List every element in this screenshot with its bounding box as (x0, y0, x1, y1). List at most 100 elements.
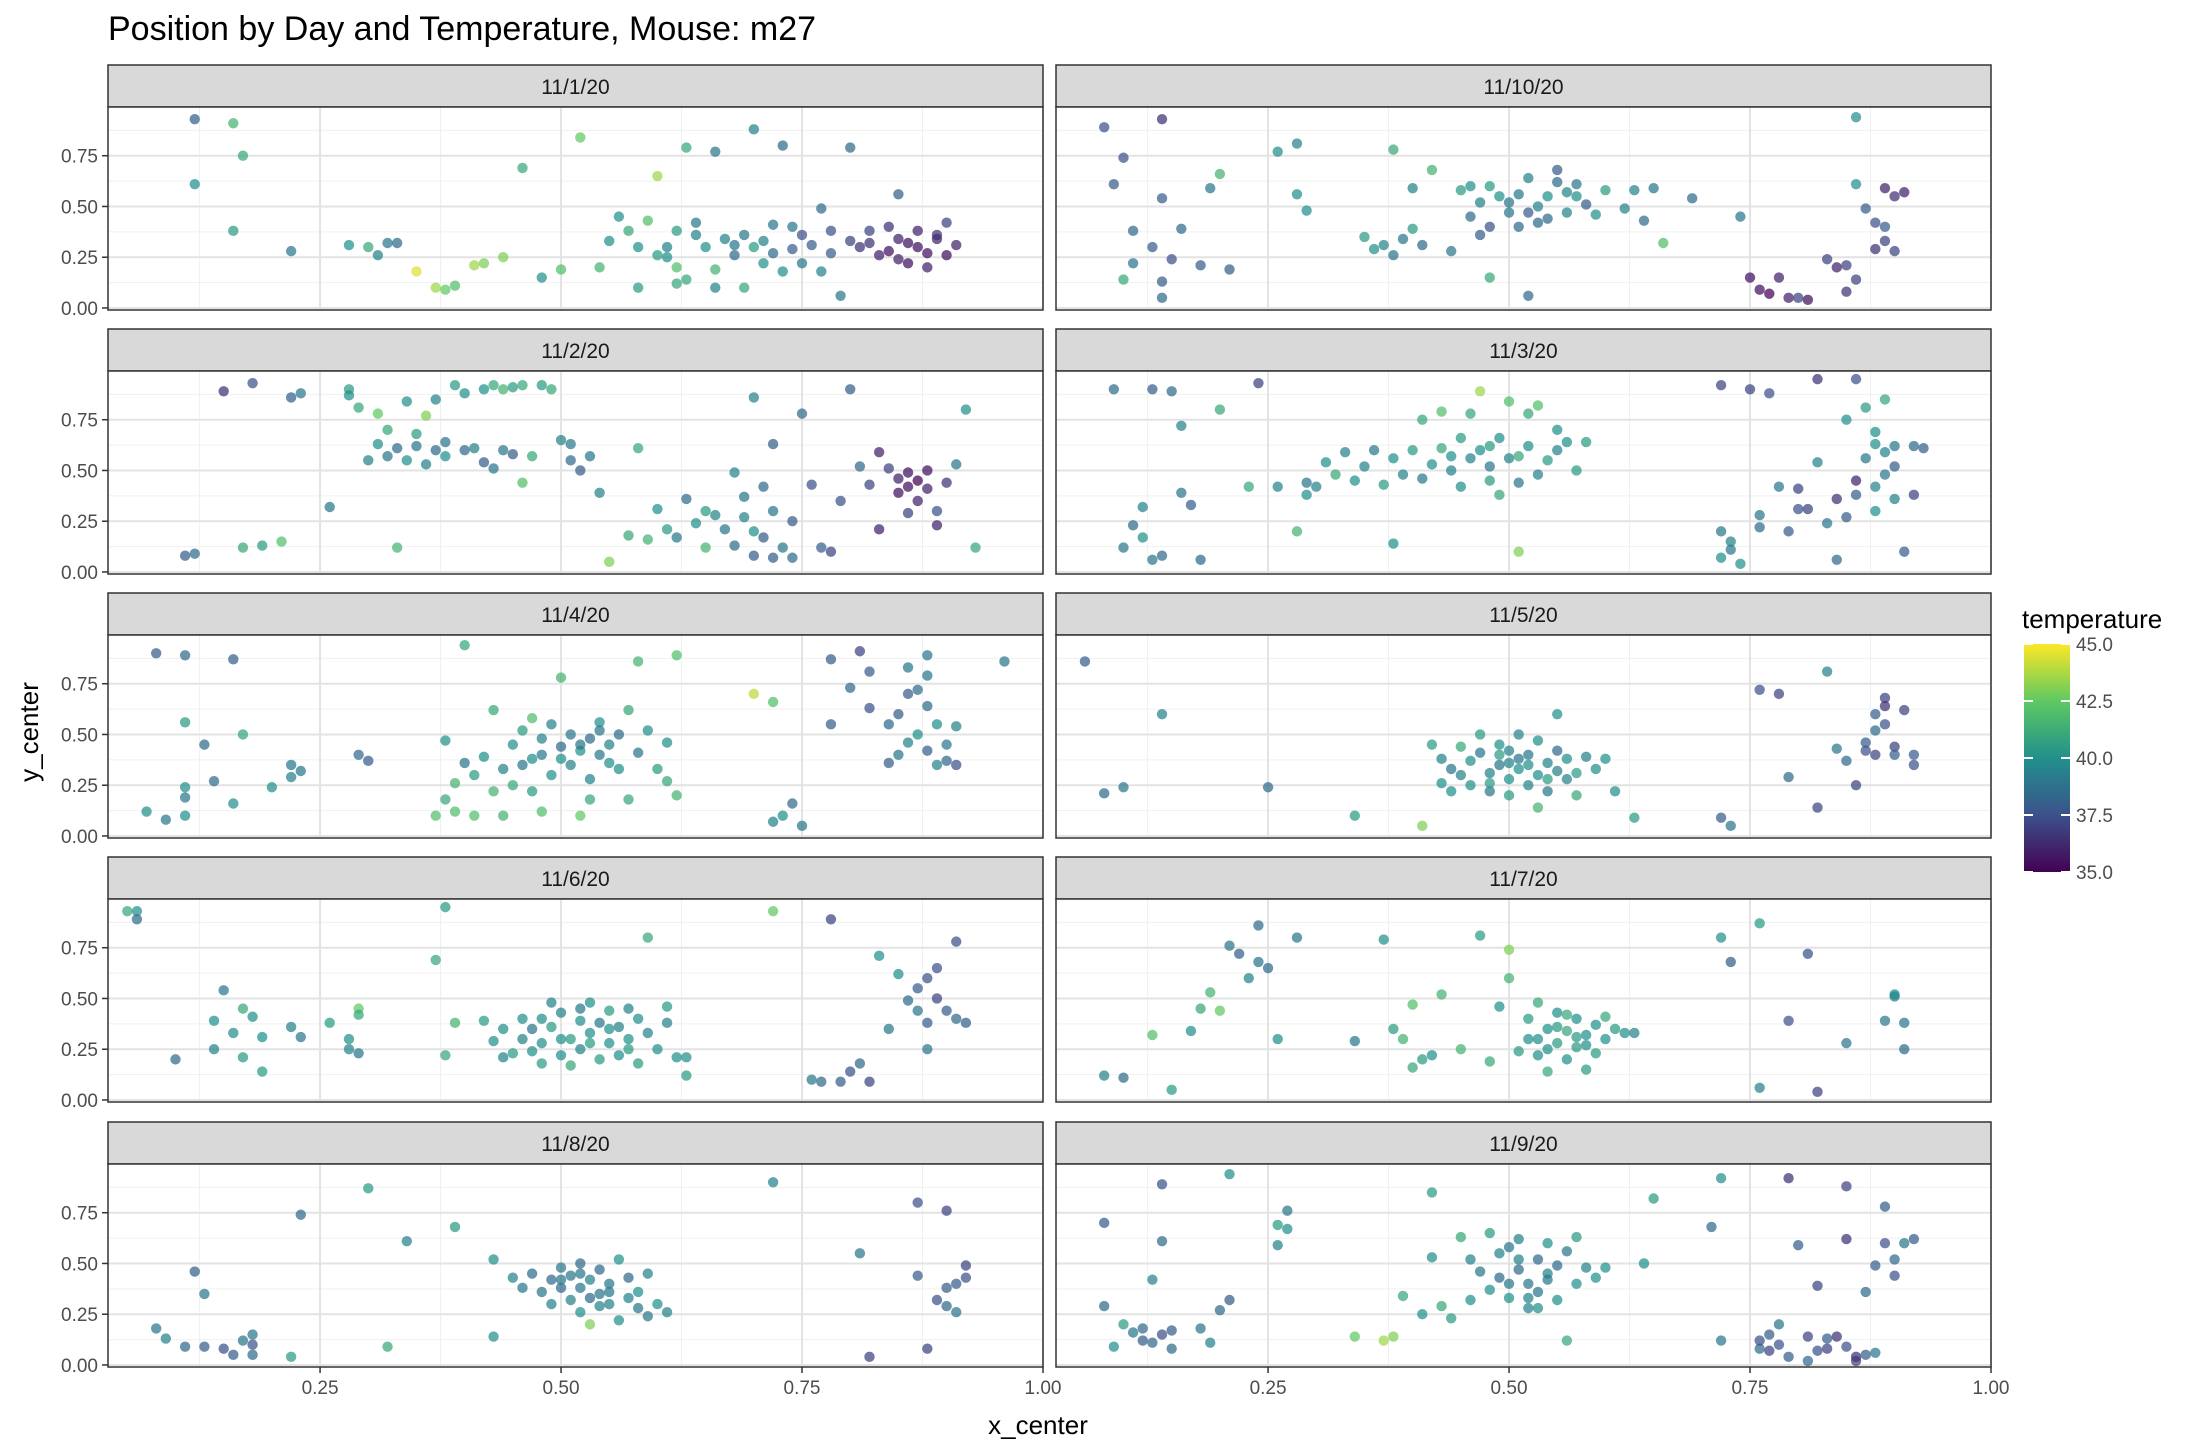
data-point (1870, 505, 1881, 517)
data-point (1224, 1294, 1235, 1306)
panel-border (107, 106, 1044, 311)
data-point (1831, 1331, 1842, 1342)
data-point (555, 1282, 567, 1294)
data-point (498, 810, 509, 821)
data-point (449, 380, 461, 391)
data-point (1542, 1274, 1553, 1285)
data-point (1436, 777, 1447, 789)
data-point (555, 672, 567, 683)
data-point (1156, 292, 1168, 304)
data-point (179, 1341, 191, 1352)
data-point (1552, 1037, 1563, 1049)
data-point (1378, 934, 1389, 945)
data-point (1899, 1237, 1910, 1249)
data-point (1783, 526, 1794, 537)
data-point (796, 408, 808, 419)
data-point (1571, 1278, 1582, 1289)
data-point (1754, 509, 1765, 521)
data-point (1127, 225, 1139, 237)
data-point (536, 272, 547, 283)
data-point (546, 1274, 557, 1285)
data-point (382, 237, 393, 249)
data-point (1715, 526, 1727, 537)
data-point (1552, 424, 1563, 436)
data-point (960, 1260, 972, 1271)
data-point (1754, 284, 1765, 295)
data-point (1542, 773, 1553, 785)
facet-label: 11/3/20 (1489, 340, 1558, 363)
data-point (1580, 436, 1592, 448)
data-point (1889, 749, 1900, 760)
data-point (1590, 1272, 1601, 1283)
data-point (1879, 221, 1891, 232)
panel-border (107, 898, 1044, 1103)
data-point (526, 786, 538, 797)
data-point (729, 249, 740, 261)
panel-border (1055, 106, 1992, 311)
data-point (1841, 1233, 1852, 1245)
data-point (285, 759, 297, 771)
data-point (1889, 245, 1900, 257)
data-point (1552, 708, 1563, 720)
data-point (285, 1351, 297, 1363)
data-point (1282, 1223, 1293, 1235)
x-tick-label: 1.00 (1973, 1378, 2010, 1399)
data-point (1311, 481, 1322, 492)
data-point (1339, 447, 1351, 458)
data-point (228, 1027, 239, 1039)
data-point (1098, 122, 1110, 133)
data-point (787, 221, 798, 232)
facet-panel: 11/4/20 0.00 0.25 0.50 0.75 (61, 592, 1044, 848)
data-point (1494, 191, 1505, 202)
data-point (1821, 1343, 1833, 1354)
data-point (613, 1254, 625, 1265)
data-point (285, 1021, 297, 1033)
data-point (565, 1060, 576, 1071)
data-point (941, 217, 952, 228)
data-point (661, 241, 673, 253)
data-point (372, 249, 384, 261)
data-point (632, 1013, 644, 1024)
data-point (1494, 739, 1505, 750)
data-point (218, 386, 229, 397)
data-point (517, 477, 528, 488)
data-point (941, 1205, 952, 1216)
data-point (1195, 1003, 1206, 1014)
data-point (893, 708, 904, 720)
data-point (1523, 172, 1534, 184)
data-point (391, 442, 403, 454)
data-point (420, 410, 432, 421)
data-point (575, 810, 586, 821)
data-point (575, 1306, 586, 1318)
data-point (1638, 215, 1650, 226)
data-point (1523, 290, 1534, 301)
data-point (864, 1076, 875, 1087)
data-point (1388, 453, 1399, 464)
data-point (517, 162, 528, 174)
data-point (632, 1058, 644, 1069)
data-point (1243, 972, 1254, 984)
data-point (873, 249, 885, 261)
data-point (1552, 745, 1563, 756)
data-point (1532, 735, 1544, 746)
data-point (440, 451, 451, 462)
legend-tick-label: 45.0 (2076, 635, 2113, 656)
data-point (1870, 1347, 1881, 1358)
data-point (498, 252, 509, 263)
data-point (1629, 812, 1640, 823)
y-tick-label: 0.75 (61, 1204, 98, 1225)
y-tick-label: 0.00 (61, 299, 98, 320)
panel-border (1055, 1163, 1992, 1368)
data-point (1908, 440, 1920, 452)
data-point (1821, 1333, 1833, 1344)
data-point (845, 1066, 856, 1077)
data-point (1561, 773, 1573, 785)
y-tick-label: 0.50 (61, 461, 98, 482)
data-point (1397, 469, 1409, 480)
data-point (1503, 197, 1515, 208)
data-point (594, 262, 605, 273)
data-point (1523, 440, 1534, 452)
data-point (1503, 1278, 1515, 1289)
data-point (526, 753, 538, 765)
